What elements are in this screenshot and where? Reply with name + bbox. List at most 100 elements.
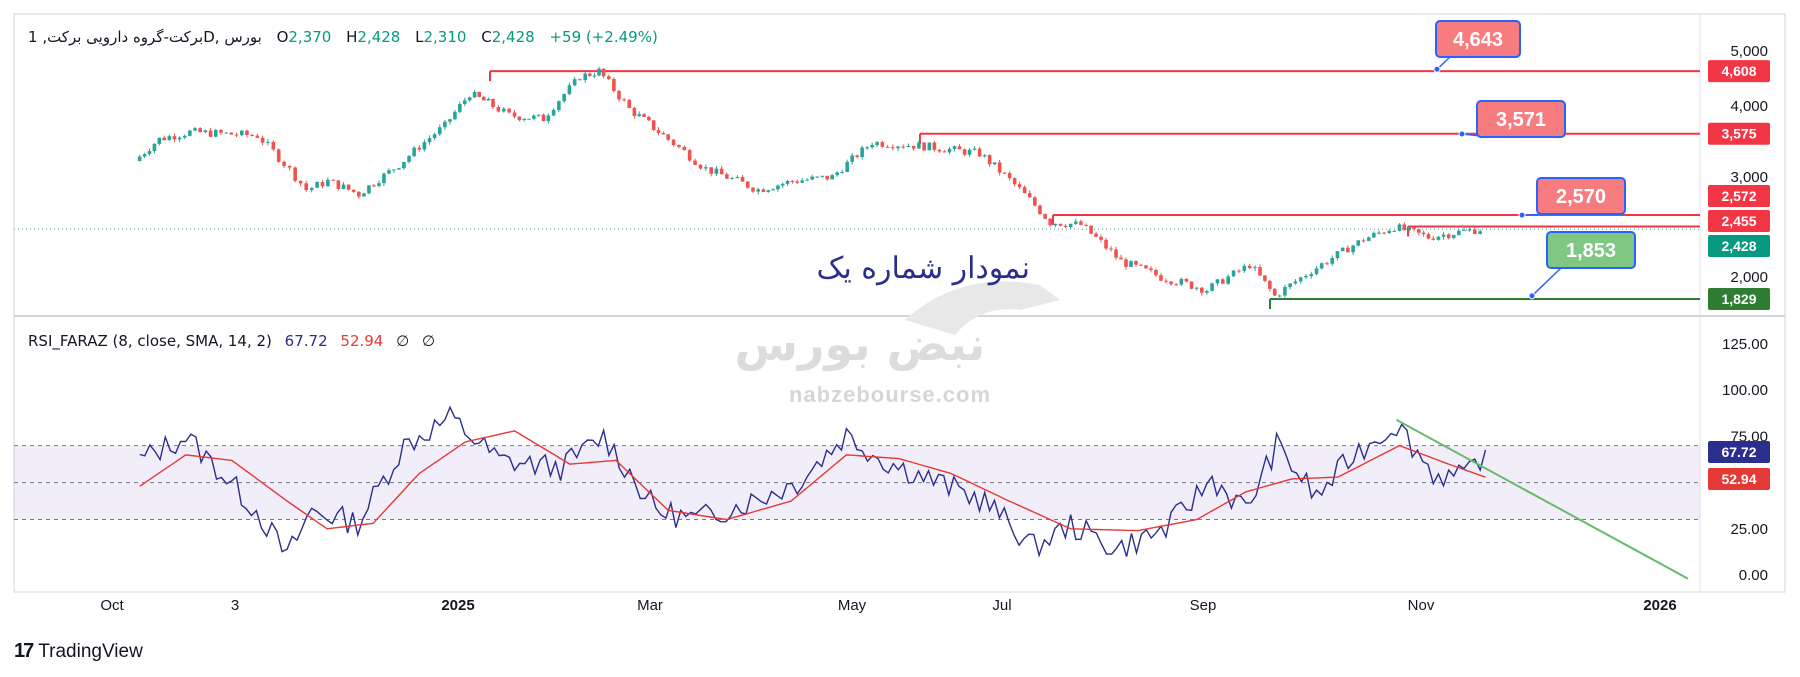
candle-body — [541, 114, 546, 122]
time-tick: 3 — [231, 597, 239, 614]
candle-body — [507, 108, 511, 113]
candle-body — [402, 161, 406, 169]
price-tick: 2,000 — [1730, 269, 1768, 286]
candle-body — [850, 155, 854, 162]
candle-body — [637, 114, 641, 116]
candle-body — [276, 149, 281, 162]
candle-body — [362, 193, 366, 197]
candle-body — [942, 151, 947, 153]
candle-body — [1134, 261, 1138, 265]
candle-body — [1194, 287, 1199, 289]
callout-anchor — [1458, 130, 1466, 138]
candle-body — [1027, 193, 1032, 198]
candle-body — [182, 135, 187, 138]
price-axis[interactable]: 5,000 4,000 3,000 2,000 4,608 3,575 2,572 2,455… — [1708, 43, 1770, 311]
candle-body — [372, 185, 376, 187]
symbol-name[interactable]: برکت-گروه دارویی برکت, 1 — [28, 28, 204, 46]
candle-body — [417, 147, 422, 150]
candle-body — [1022, 187, 1027, 194]
candle-body — [1043, 214, 1047, 219]
price-callouts: 4,643 3,571 2,570 1,853 — [1433, 20, 1636, 300]
price-level-label: 1,829 — [1721, 291, 1756, 307]
candle-body — [260, 137, 265, 143]
price-level-badge — [1708, 235, 1770, 257]
tradingview-mark-icon: 17 — [14, 640, 34, 662]
candle-body — [219, 130, 223, 133]
price-level-badge — [1708, 60, 1770, 83]
candle-body — [785, 180, 790, 184]
price-level-label: 3,575 — [1721, 126, 1756, 142]
price-level-badge — [1708, 185, 1770, 207]
candle-body — [693, 160, 697, 165]
callout-box — [1546, 231, 1636, 269]
candle-body — [387, 170, 391, 174]
candle-body — [730, 177, 734, 179]
candle-body — [536, 114, 541, 116]
candle-body — [482, 96, 486, 101]
candle-body — [229, 132, 234, 135]
rsi-empty-value-2: ∅ — [422, 332, 436, 350]
callout-pointer — [1531, 267, 1562, 297]
candle-body — [1226, 276, 1230, 284]
rsi-indicator-name[interactable]: RSI_FARAZ (8, close, SMA, 14, 2) — [28, 332, 272, 350]
rsi-value: 67.72 — [284, 332, 328, 350]
candle-body — [952, 146, 957, 149]
ohlc-legend: برکت-گروه دارویی برکت, 1D, بورس O2,370 H… — [28, 28, 658, 46]
candle-body — [320, 182, 325, 187]
candle-body — [336, 180, 341, 190]
candle-body — [491, 98, 495, 108]
candle-body — [1366, 237, 1371, 241]
callout-box — [1476, 100, 1566, 138]
candle-body — [1293, 281, 1298, 284]
candle-body — [1361, 240, 1366, 242]
candle-body — [486, 98, 491, 101]
candle-body — [1314, 268, 1319, 275]
candle-body — [443, 121, 447, 128]
candle-body — [1417, 229, 1421, 233]
candle-body — [682, 146, 687, 151]
candle-body — [1068, 223, 1073, 227]
candle-body — [167, 136, 172, 141]
candle-body — [800, 180, 805, 183]
candle-body — [578, 79, 582, 81]
candle-body — [142, 154, 147, 157]
candle-body — [1237, 270, 1241, 272]
candle-body — [172, 136, 177, 140]
callout-box — [1435, 20, 1521, 58]
candle-body — [1215, 279, 1220, 284]
candle-body — [656, 130, 661, 133]
rsi-trendline — [1395, 418, 1689, 580]
candle-body — [527, 118, 531, 120]
tradingview-logo[interactable]: 17 TradingView — [14, 640, 143, 663]
candle-body — [671, 139, 676, 146]
candle-body — [1272, 288, 1277, 296]
high-value: 2,428 — [357, 28, 401, 46]
candle-body — [880, 142, 885, 147]
candle-body — [805, 179, 810, 181]
candle-body — [557, 101, 561, 110]
candle-body — [551, 109, 556, 116]
candle-body — [567, 85, 572, 95]
candle-body — [1421, 232, 1426, 235]
candle-body — [917, 142, 921, 149]
rsi-value-label: 67.72 — [1721, 444, 1756, 460]
candle-body — [704, 167, 708, 169]
rsi-tick: 100.00 — [1722, 382, 1768, 399]
candle-body — [282, 161, 286, 166]
candle-body — [1288, 283, 1292, 287]
candle-body — [1478, 231, 1482, 234]
candle-body — [606, 76, 611, 80]
candle-body — [1012, 178, 1017, 185]
time-axis[interactable]: Oct 3 2025 Mar May Jul Sep Nov 2026 — [100, 597, 1676, 614]
candle-body — [1377, 232, 1381, 234]
candle-body — [885, 146, 890, 148]
candle-body — [642, 114, 646, 117]
candle-body — [855, 155, 859, 158]
rsi-value-badge — [1708, 468, 1770, 490]
candle-body — [1330, 258, 1334, 264]
candle-body — [1205, 290, 1209, 293]
candle-body — [901, 146, 906, 148]
candle-body — [1319, 263, 1324, 269]
